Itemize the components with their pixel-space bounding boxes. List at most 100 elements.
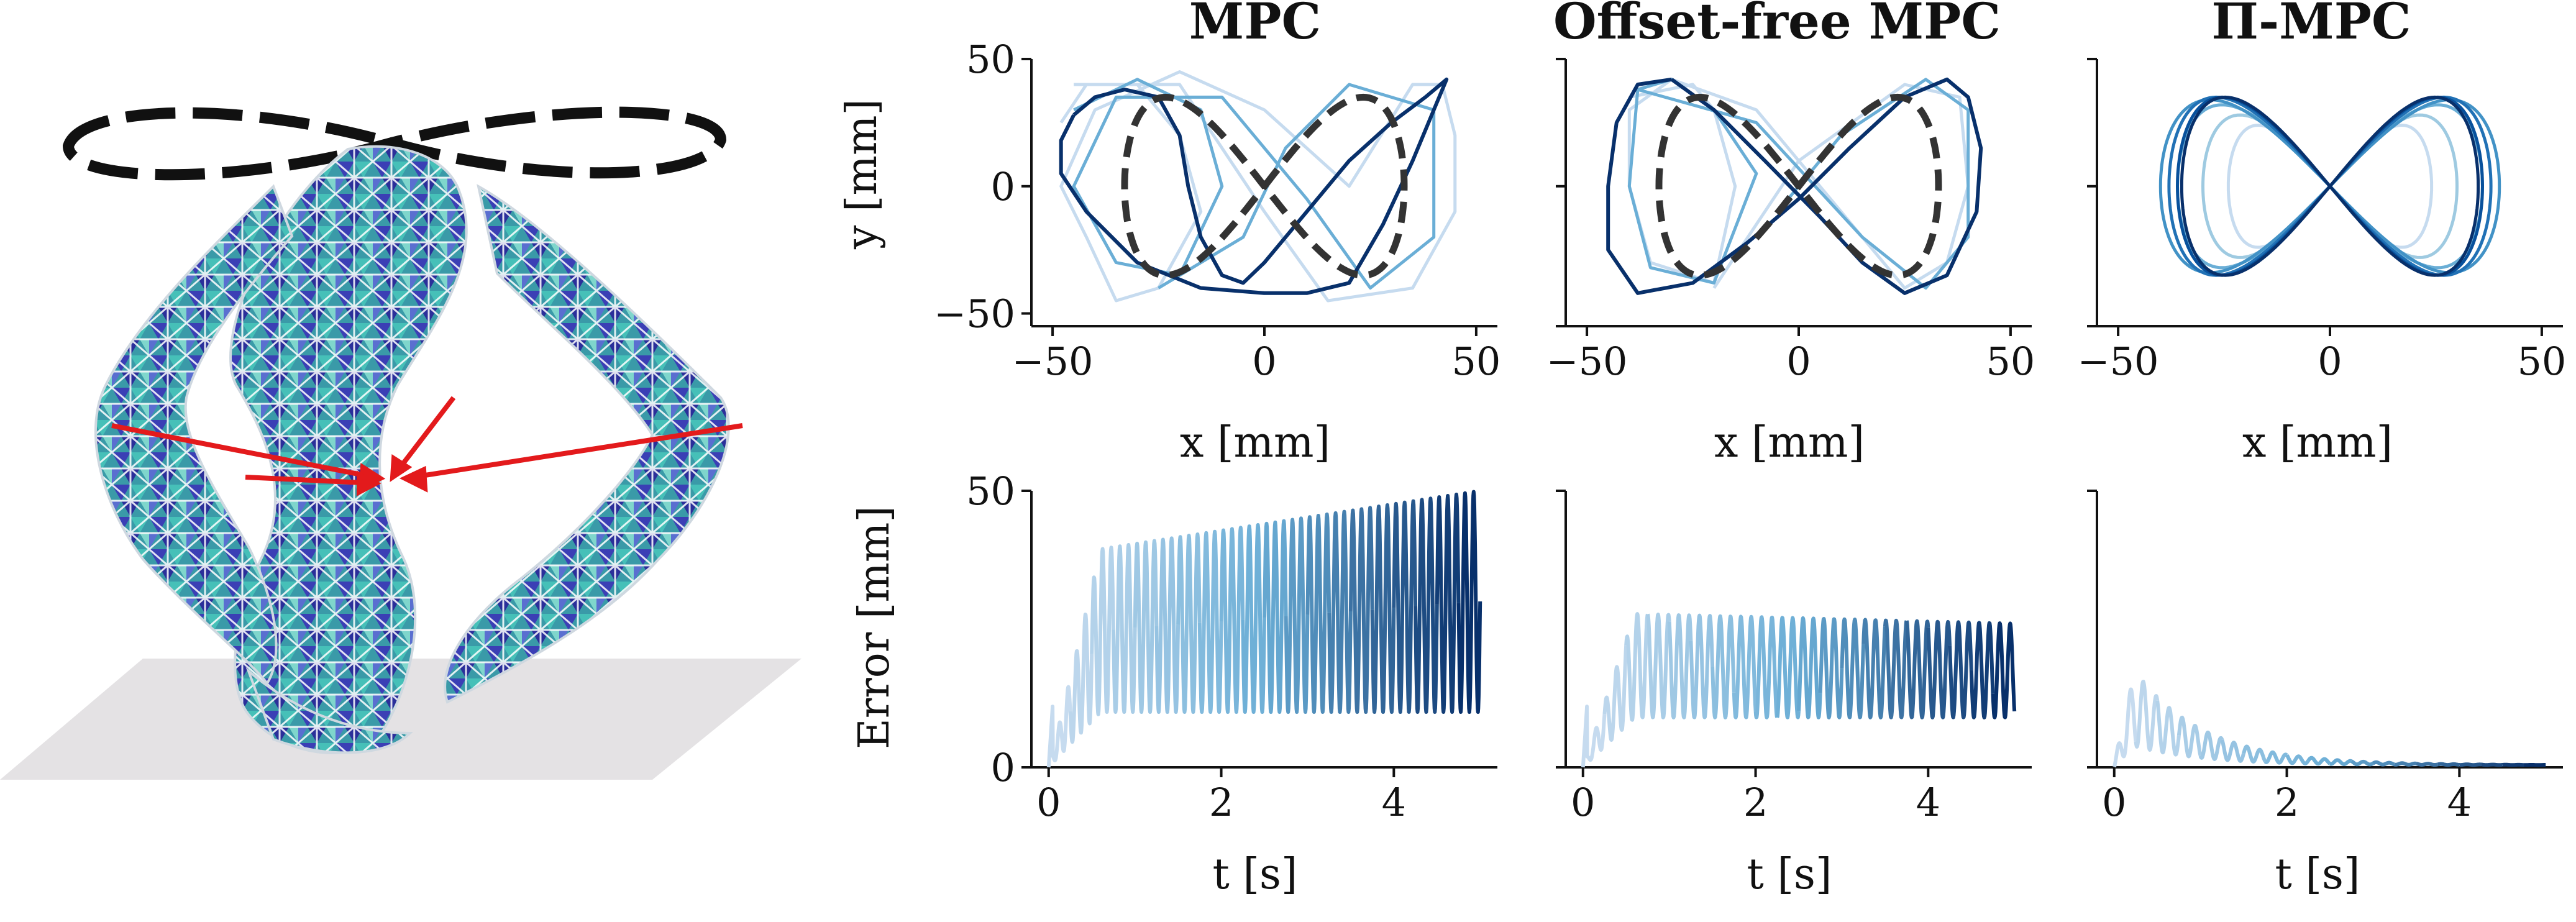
ylabel-err: Error [mm] xyxy=(850,506,899,749)
x-tick-label: −50 xyxy=(1012,339,1094,384)
error-line-segment xyxy=(1348,506,1374,714)
error-line-segment xyxy=(1818,617,1844,719)
error-line-segment xyxy=(1456,490,1482,714)
ylabel-traj: y [mm] xyxy=(838,99,887,250)
error-line-segment xyxy=(1435,492,1461,714)
trajectory-line-early xyxy=(1059,70,1457,303)
error-line-segment xyxy=(1948,620,1973,719)
xlabel-pimpc-err: t [s] xyxy=(2275,850,2360,899)
error-line-segment xyxy=(1753,615,1779,719)
trajectory-line-final xyxy=(1606,77,1983,295)
trajectory-line-early xyxy=(1627,78,1970,290)
error-line-segment xyxy=(2134,680,2160,752)
x-tick-label: 4 xyxy=(1382,780,1406,825)
error-line-segment xyxy=(1154,536,1181,714)
floor-plane xyxy=(0,659,802,780)
title-mpc: MPC xyxy=(1189,0,1321,50)
error-line-segment xyxy=(1197,529,1223,714)
error-line-segment xyxy=(1068,613,1094,744)
reference-trajectory xyxy=(1121,93,1408,279)
xlabel-ofmpc-err: t [s] xyxy=(1747,850,1832,899)
x-tick-label: 0 xyxy=(1252,339,1276,384)
actuation-arrows xyxy=(111,396,743,496)
error-line-segment xyxy=(1883,618,1909,719)
error-line-segment xyxy=(2306,755,2332,766)
plot-panels: −50 0 50 −50 0 50 −50 0 50 −50 0 50 0 2 4 0 50 0 2 4 0 2 4 xyxy=(934,37,2566,825)
error-line-segment xyxy=(1241,523,1266,714)
error-line-segment xyxy=(2436,762,2461,767)
xlabel-mpc-traj: x [mm] xyxy=(1180,418,1330,467)
x-tick-label: 50 xyxy=(1451,339,1500,384)
x-tick-label: −50 xyxy=(1546,339,1628,384)
error-line-segment xyxy=(2393,761,2418,767)
x-tick-label: 4 xyxy=(2447,780,2472,825)
error-line-segment xyxy=(1991,621,2017,719)
robot-body xyxy=(94,145,730,754)
error-line-segment xyxy=(1646,613,1671,719)
error-line-segment xyxy=(2155,700,2181,757)
error-line-segment xyxy=(1797,616,1822,719)
error-line-segment xyxy=(1284,516,1310,714)
error-line-segment xyxy=(1689,613,1715,719)
error-line-segment xyxy=(1090,545,1115,716)
y-tick-label: 50 xyxy=(966,468,1015,514)
soft-robot-render xyxy=(0,106,802,780)
error-line-segment xyxy=(2263,750,2288,765)
error-line-segment xyxy=(2176,715,2203,759)
error-line-segment xyxy=(1904,619,1930,719)
error-line-segment xyxy=(2350,759,2375,767)
xlabel-pimpc-traj: x [mm] xyxy=(2242,418,2393,467)
trajectory-line-final xyxy=(2180,95,2480,277)
x-tick-label: −50 xyxy=(2078,339,2159,384)
error-line-segment xyxy=(1133,539,1159,714)
error-line-segment xyxy=(2457,762,2483,767)
error-line-segment xyxy=(1046,685,1072,768)
error-line-segment xyxy=(1861,618,1887,719)
x-tick-label: 2 xyxy=(1743,780,1768,825)
error-line-segment xyxy=(2328,758,2354,766)
error-line-segment xyxy=(1581,705,1607,768)
y-tick-label: 50 xyxy=(966,37,1015,82)
x-tick-label: 4 xyxy=(1916,780,1940,825)
x-tick-label: 50 xyxy=(2517,339,2566,384)
reference-trajectory xyxy=(1655,93,1942,279)
error-line-segment xyxy=(2242,744,2267,764)
error-line-segment xyxy=(1111,543,1137,714)
reference-path-3d xyxy=(62,106,727,181)
y-tick-label: 0 xyxy=(991,745,1015,790)
y-tick-label: −50 xyxy=(934,291,1015,337)
x-tick-label: 0 xyxy=(2318,339,2342,384)
error-line-segment xyxy=(1732,614,1758,719)
x-tick-label: 0 xyxy=(1036,780,1061,825)
error-line-segment xyxy=(1305,512,1331,714)
error-line-segment xyxy=(1392,499,1418,714)
x-tick-label: 50 xyxy=(1986,339,2035,384)
error-line-segment xyxy=(1840,617,1866,719)
error-line-segment xyxy=(1263,519,1288,714)
error-line-segment xyxy=(2372,760,2396,767)
error-line-segment xyxy=(2112,687,2138,768)
title-pi-mpc: Π-MPC xyxy=(2211,0,2411,50)
error-line-segment xyxy=(1176,532,1202,714)
error-line-segment xyxy=(1414,496,1439,714)
x-tick-label: 0 xyxy=(1786,339,1811,384)
y-tick-label: 0 xyxy=(991,164,1015,209)
trajectory-line-mid xyxy=(1627,78,1970,290)
error-line-segment xyxy=(1710,614,1736,719)
error-line-segment xyxy=(1926,619,1952,719)
error-line-segment xyxy=(1667,613,1693,719)
error-line-segment xyxy=(1775,616,1801,719)
trajectory-line-mid xyxy=(1072,78,1436,290)
error-line-segment xyxy=(1969,621,1995,719)
error-line-segment xyxy=(1624,612,1650,722)
error-line-segment xyxy=(1327,509,1353,714)
error-line-segment xyxy=(2414,762,2439,767)
title-offset-free-mpc: Offset-free MPC xyxy=(1553,0,2001,50)
error-line-segment xyxy=(2285,754,2310,765)
error-line-segment xyxy=(2220,739,2245,763)
x-tick-label: 2 xyxy=(2275,780,2299,825)
error-line-segment xyxy=(1370,503,1396,714)
error-line-segment xyxy=(2198,730,2224,761)
xlabel-mpc-err: t [s] xyxy=(1213,850,1298,899)
